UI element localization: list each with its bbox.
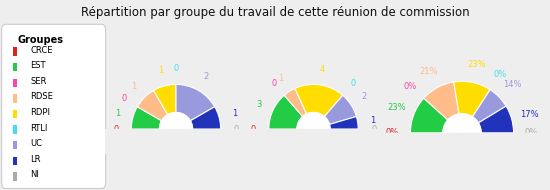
Text: RDSE: RDSE [31, 92, 53, 101]
Wedge shape [472, 90, 506, 123]
Wedge shape [190, 107, 221, 129]
Text: RDPI: RDPI [31, 108, 51, 117]
Wedge shape [176, 84, 214, 121]
Wedge shape [138, 90, 168, 121]
Text: 14%: 14% [503, 80, 521, 89]
Text: 0%: 0% [525, 128, 538, 137]
Wedge shape [269, 95, 302, 129]
Bar [13, 110, 17, 118]
Text: 0: 0 [371, 125, 376, 134]
Text: 0: 0 [173, 64, 179, 73]
Text: Répartition par groupe du travail de cette réunion de commission: Répartition par groupe du travail de cet… [81, 6, 469, 19]
Text: 23%: 23% [467, 60, 486, 69]
Text: SER: SER [31, 77, 47, 86]
Circle shape [160, 112, 192, 146]
Wedge shape [131, 107, 162, 129]
Text: 0: 0 [234, 125, 239, 134]
Text: Présents: Présents [157, 144, 195, 153]
Text: Groupes: Groupes [17, 35, 63, 45]
Bar [13, 63, 17, 71]
Text: 0: 0 [350, 79, 356, 88]
Text: UC: UC [31, 139, 42, 148]
Bar [13, 141, 17, 149]
Wedge shape [329, 116, 358, 129]
Bar [13, 172, 17, 180]
Text: 0%: 0% [404, 82, 417, 91]
Text: CRCE: CRCE [31, 46, 53, 55]
Wedge shape [153, 84, 176, 115]
FancyBboxPatch shape [2, 24, 106, 188]
Text: 2: 2 [204, 72, 209, 81]
Text: 1: 1 [371, 116, 376, 125]
Bar [242, 129, 385, 154]
Text: EST: EST [31, 61, 46, 70]
Text: 0: 0 [113, 125, 118, 134]
Circle shape [297, 112, 330, 146]
Text: 2: 2 [362, 92, 367, 101]
Text: 1: 1 [131, 82, 136, 91]
Text: 4: 4 [320, 65, 324, 74]
Bar [104, 129, 248, 154]
Wedge shape [284, 88, 307, 117]
Wedge shape [424, 82, 459, 120]
Text: 17%: 17% [520, 110, 538, 119]
Wedge shape [454, 81, 490, 117]
Text: LR: LR [31, 155, 41, 164]
Wedge shape [295, 84, 343, 117]
Text: 1: 1 [278, 74, 283, 83]
Text: 1: 1 [158, 66, 163, 75]
Bar [13, 157, 17, 165]
Bar [13, 48, 17, 56]
Bar [13, 94, 17, 103]
Text: 0: 0 [271, 79, 277, 88]
Circle shape [443, 114, 481, 152]
Text: 0: 0 [121, 94, 126, 103]
Text: 3: 3 [256, 100, 261, 108]
Bar [379, 133, 544, 161]
Text: NI: NI [31, 170, 40, 179]
Text: 0: 0 [251, 125, 256, 134]
Text: 0%: 0% [493, 70, 507, 79]
Wedge shape [324, 95, 356, 124]
Bar [13, 79, 17, 87]
Text: RTLI: RTLI [31, 124, 48, 133]
Text: 21%: 21% [420, 67, 438, 76]
Wedge shape [478, 106, 514, 133]
Text: 1: 1 [115, 109, 120, 118]
Wedge shape [410, 98, 448, 133]
Text: Interventions: Interventions [283, 144, 344, 153]
Text: 0%: 0% [386, 128, 399, 137]
Text: 1: 1 [232, 109, 237, 118]
Text: Temps de parole
(mots prononcés): Temps de parole (mots prononcés) [422, 140, 502, 160]
Text: 23%: 23% [388, 103, 406, 112]
Bar [13, 125, 17, 134]
